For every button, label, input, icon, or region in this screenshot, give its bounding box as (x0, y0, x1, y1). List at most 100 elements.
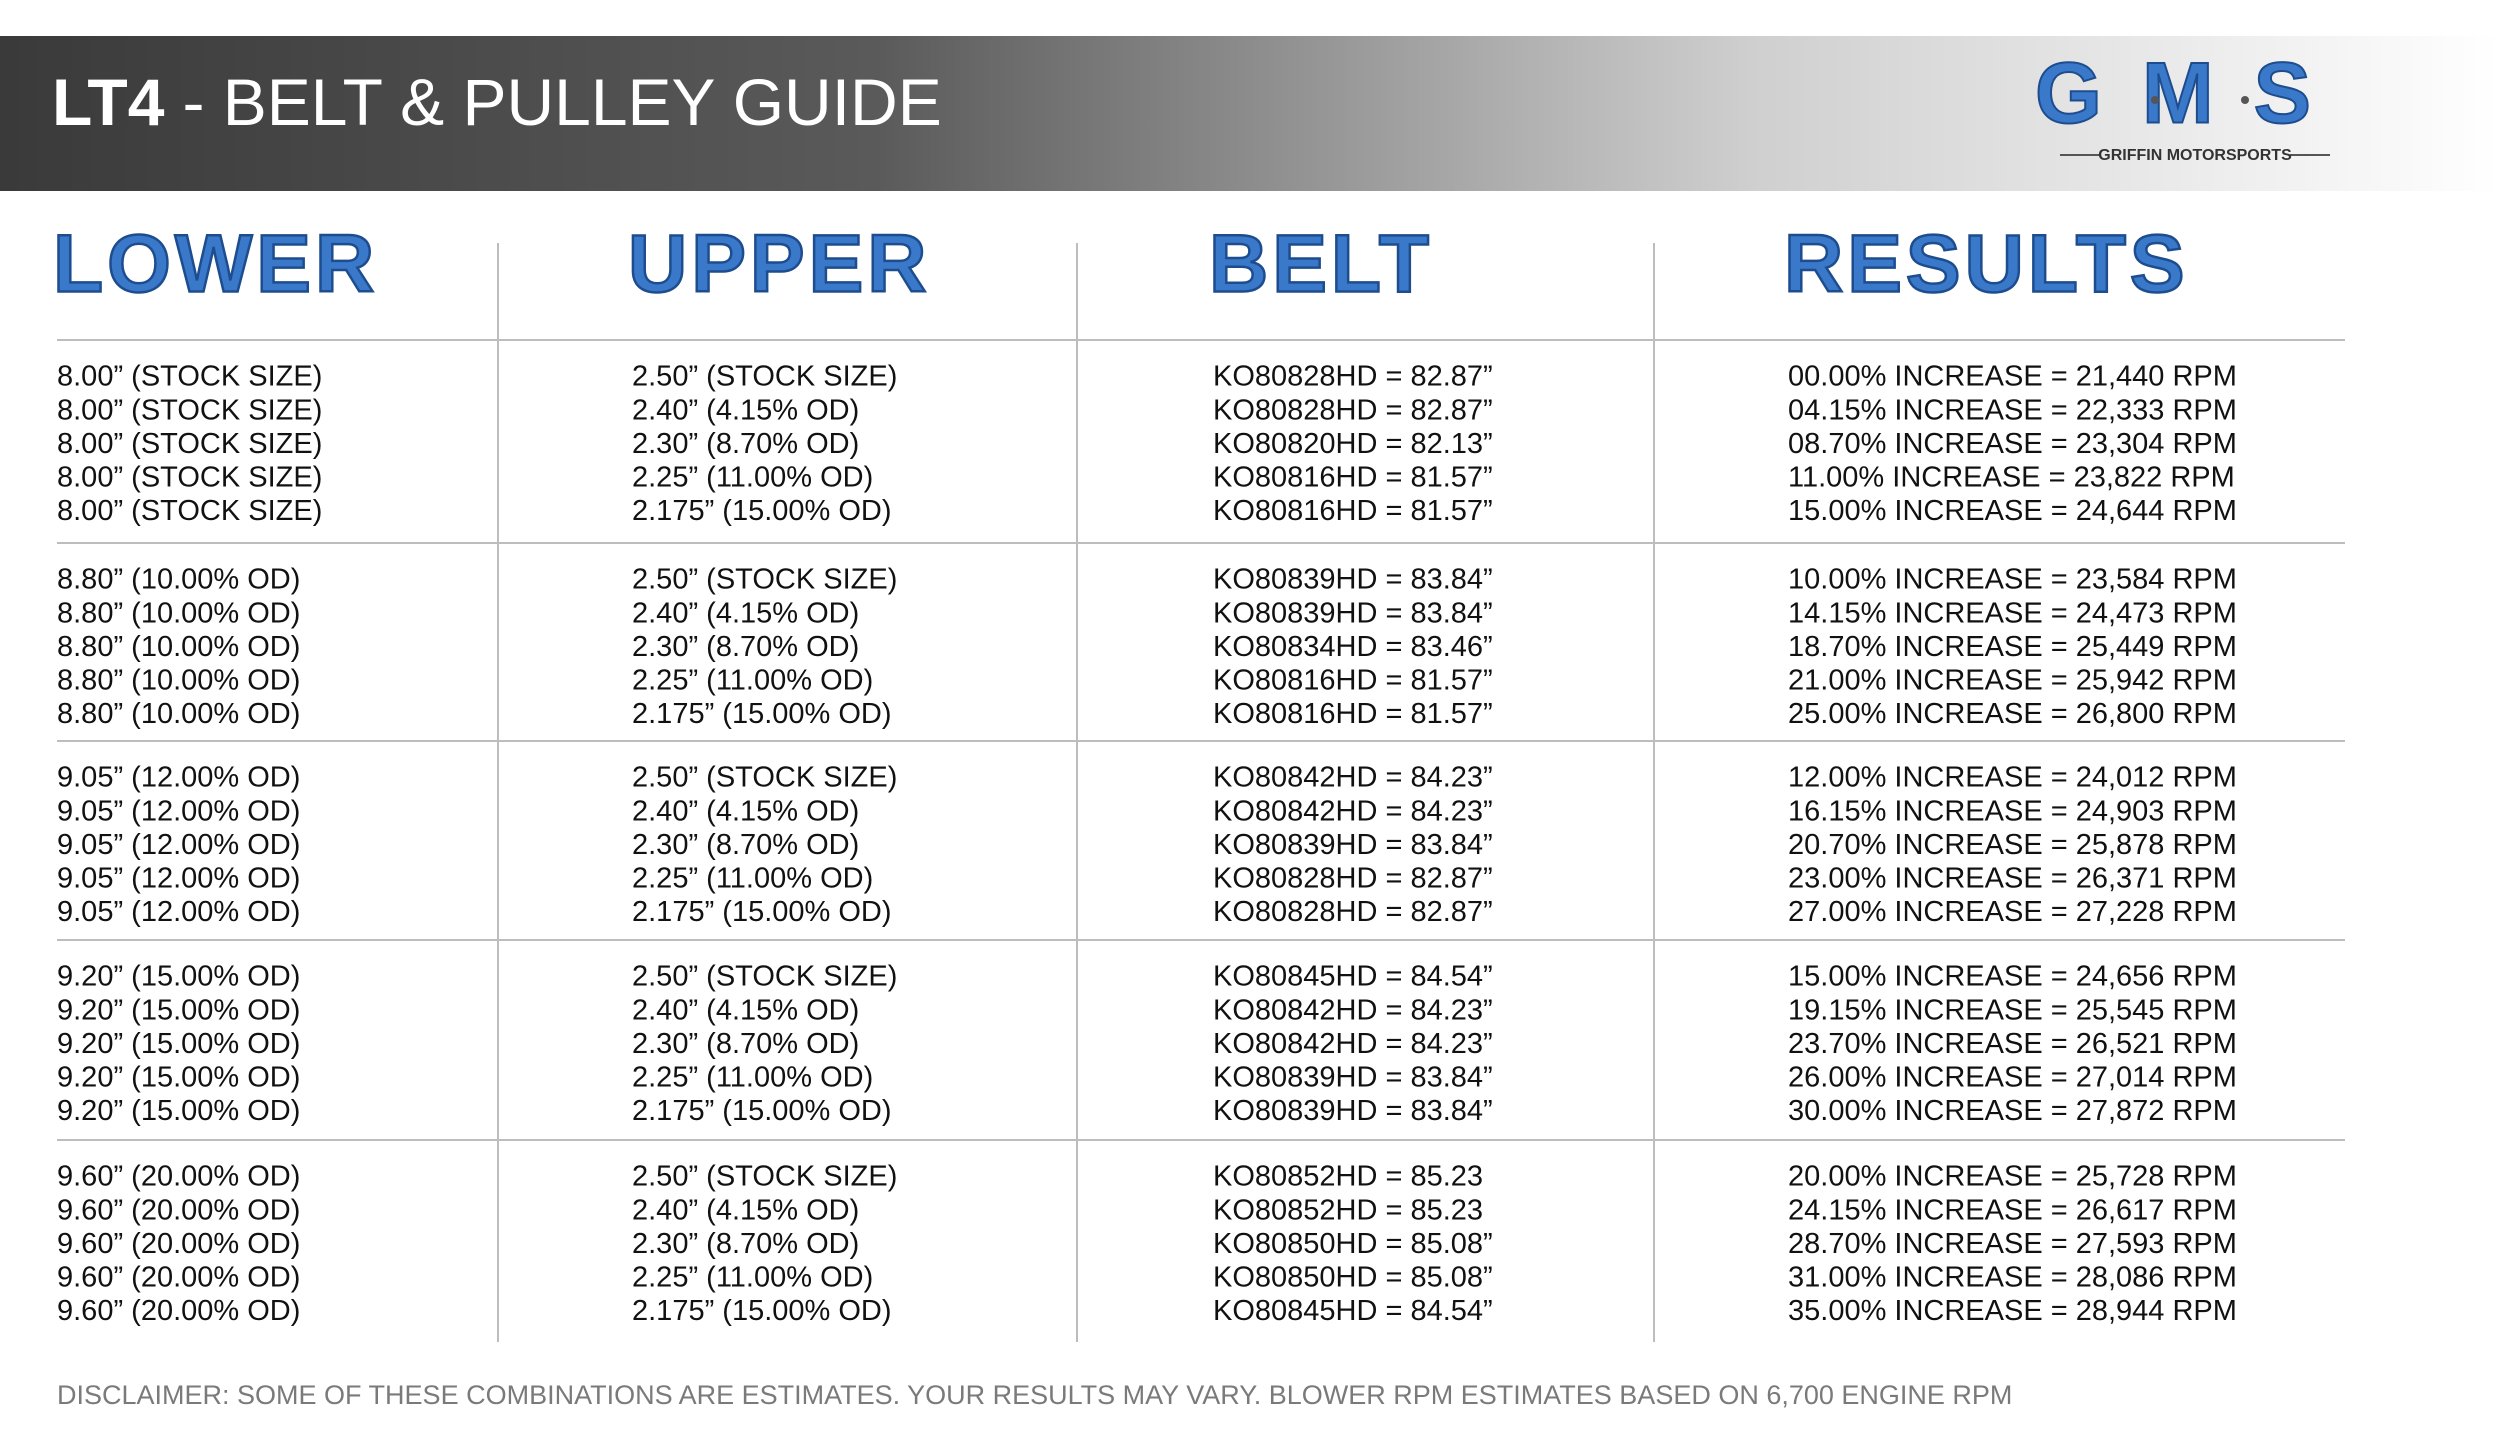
table-cell: 9.05” (12.00% OD) (57, 762, 300, 794)
page-title: LT4- BELT & PULLEY GUIDE (52, 65, 942, 139)
table-cell: 2.175” (15.00% OD) (632, 495, 892, 527)
table-cell: 8.80” (10.00% OD) (57, 664, 300, 696)
table-cell: KO80820HD = 82.13” (1213, 428, 1493, 460)
table-cell: KO80828HD = 82.87” (1213, 361, 1493, 393)
table-cell: KO80845HD = 84.54” (1213, 1295, 1493, 1327)
table-cell: 2.40” (4.15% OD) (632, 597, 859, 629)
table-cell: 2.30” (8.70% OD) (632, 631, 859, 663)
table-cell: KO80839HD = 83.84” (1213, 597, 1493, 629)
table-cell: 21.00% INCREASE = 25,942 RPM (1788, 664, 2237, 696)
table-cell: 8.00” (STOCK SIZE) (57, 461, 322, 493)
table-cell: KO80828HD = 82.87” (1213, 394, 1493, 426)
table-cell: 2.30” (8.70% OD) (632, 1228, 859, 1260)
table-cell: 2.50” (STOCK SIZE) (632, 1161, 897, 1193)
disclaimer: DISCLAIMER: SOME OF THESE COMBINATIONS A… (57, 1380, 2012, 1410)
table-cell: KO80839HD = 83.84” (1213, 1095, 1493, 1127)
table-cell: 8.00” (STOCK SIZE) (57, 394, 322, 426)
table-cell: KO80839HD = 83.84” (1213, 1061, 1493, 1093)
table-cell: 2.50” (STOCK SIZE) (632, 961, 897, 993)
table-cell: 2.25” (11.00% OD) (632, 664, 873, 696)
table-cell: KO80850HD = 85.08” (1213, 1261, 1493, 1293)
table-cell: KO80816HD = 81.57” (1213, 664, 1493, 696)
table-cell: KO80828HD = 82.87” (1213, 896, 1493, 928)
table-cell: 9.60” (20.00% OD) (57, 1194, 300, 1226)
table-cell: 8.80” (10.00% OD) (57, 597, 300, 629)
table-cell: KO80852HD = 85.23 (1213, 1161, 1483, 1193)
table-cell: KO80816HD = 81.57” (1213, 698, 1493, 730)
table-cell: 2.50” (STOCK SIZE) (632, 762, 897, 794)
table-cell: 2.25” (11.00% OD) (632, 1261, 873, 1293)
table-cell: 26.00% INCREASE = 27,014 RPM (1788, 1061, 2237, 1093)
table-cell: KO80850HD = 85.08” (1213, 1228, 1493, 1260)
table-cell: 2.25” (11.00% OD) (632, 461, 873, 493)
table-cell: 27.00% INCREASE = 27,228 RPM (1788, 896, 2237, 928)
logo-dot (2151, 96, 2159, 104)
table-cell: 24.15% INCREASE = 26,617 RPM (1788, 1194, 2237, 1226)
table-cell: 18.70% INCREASE = 25,449 RPM (1788, 631, 2237, 663)
logo-mark: GMS (2035, 46, 2351, 142)
table-cell: 2.30” (8.70% OD) (632, 829, 859, 861)
table-cell: 20.70% INCREASE = 25,878 RPM (1788, 829, 2237, 861)
table-cell: 12.00% INCREASE = 24,012 RPM (1788, 762, 2237, 794)
table-cell: KO80816HD = 81.57” (1213, 461, 1493, 493)
table-cell: 8.80” (10.00% OD) (57, 564, 300, 596)
table-cell: 2.40” (4.15% OD) (632, 394, 859, 426)
table-cell: KO80816HD = 81.57” (1213, 495, 1493, 527)
table-cell: 2.50” (STOCK SIZE) (632, 564, 897, 596)
table-cell: 2.30” (8.70% OD) (632, 1028, 859, 1060)
table-cell: 9.20” (15.00% OD) (57, 994, 300, 1026)
table-cell: 9.05” (12.00% OD) (57, 862, 300, 894)
header-band (0, 36, 2500, 191)
table-cell: 2.25” (11.00% OD) (632, 862, 873, 894)
column-header: LOWER (53, 219, 378, 310)
table-cell: 9.20” (15.00% OD) (57, 1095, 300, 1127)
column-header: UPPER (628, 219, 931, 310)
table-cell: 30.00% INCREASE = 27,872 RPM (1788, 1095, 2237, 1127)
table-cell: 8.00” (STOCK SIZE) (57, 428, 322, 460)
table-cell: KO80839HD = 83.84” (1213, 829, 1493, 861)
table-cell: 8.00” (STOCK SIZE) (57, 361, 322, 393)
table-cell: 9.60” (20.00% OD) (57, 1228, 300, 1260)
table-cell: 31.00% INCREASE = 28,086 RPM (1788, 1261, 2237, 1293)
table-cell: KO80845HD = 84.54” (1213, 961, 1493, 993)
table-cell: 9.05” (12.00% OD) (57, 829, 300, 861)
table-cell: 28.70% INCREASE = 27,593 RPM (1788, 1228, 2237, 1260)
table-cell: 10.00% INCREASE = 23,584 RPM (1788, 564, 2237, 596)
logo: GMS GRIFFIN MOTORSPORTS (2034, 45, 2351, 164)
table-cell: KO80839HD = 83.84” (1213, 564, 1493, 596)
table-cell: 9.20” (15.00% OD) (57, 961, 300, 993)
table-cell: 08.70% INCREASE = 23,304 RPM (1788, 428, 2237, 460)
table-cell: KO80842HD = 84.23” (1213, 795, 1493, 827)
table-cell: 2.30” (8.70% OD) (632, 428, 859, 460)
table-cell: 15.00% INCREASE = 24,644 RPM (1788, 495, 2237, 527)
table-cell: 14.15% INCREASE = 24,473 RPM (1788, 597, 2237, 629)
table-cell: 9.20” (15.00% OD) (57, 1028, 300, 1060)
table-cell: 25.00% INCREASE = 26,800 RPM (1788, 698, 2237, 730)
table-cell: 9.60” (20.00% OD) (57, 1161, 300, 1193)
table-cell: 9.20” (15.00% OD) (57, 1061, 300, 1093)
logo-name: GRIFFIN MOTORSPORTS (2098, 147, 2292, 164)
table-cell: 2.40” (4.15% OD) (632, 994, 859, 1026)
table-cell: KO80828HD = 82.87” (1213, 862, 1493, 894)
table-cell: 2.40” (4.15% OD) (632, 795, 859, 827)
table-cell: 04.15% INCREASE = 22,333 RPM (1788, 394, 2237, 426)
table-cell: 2.175” (15.00% OD) (632, 698, 892, 730)
table-cell: 9.05” (12.00% OD) (57, 795, 300, 827)
table-cell: 11.00% INCREASE = 23,822 RPM (1788, 461, 2235, 493)
table-cell: 8.80” (10.00% OD) (57, 631, 300, 663)
title-bold: LT4 (52, 65, 165, 139)
logo-dot (2241, 96, 2249, 104)
table-cell: 15.00% INCREASE = 24,656 RPM (1788, 961, 2237, 993)
table-cell: 2.175” (15.00% OD) (632, 1295, 892, 1327)
table-cell: 16.15% INCREASE = 24,903 RPM (1788, 795, 2237, 827)
table-cell: KO80834HD = 83.46” (1213, 631, 1493, 663)
table-cell: 9.05” (12.00% OD) (57, 896, 300, 928)
table-cell: 8.80” (10.00% OD) (57, 698, 300, 730)
table-cell: 2.40” (4.15% OD) (632, 1194, 859, 1226)
table-cell: KO80852HD = 85.23 (1213, 1194, 1483, 1226)
title-rest: - BELT & PULLEY GUIDE (182, 65, 941, 139)
table-cell: 2.25” (11.00% OD) (632, 1061, 873, 1093)
table-cell: 8.00” (STOCK SIZE) (57, 495, 322, 527)
table-cell: 20.00% INCREASE = 25,728 RPM (1788, 1161, 2237, 1193)
